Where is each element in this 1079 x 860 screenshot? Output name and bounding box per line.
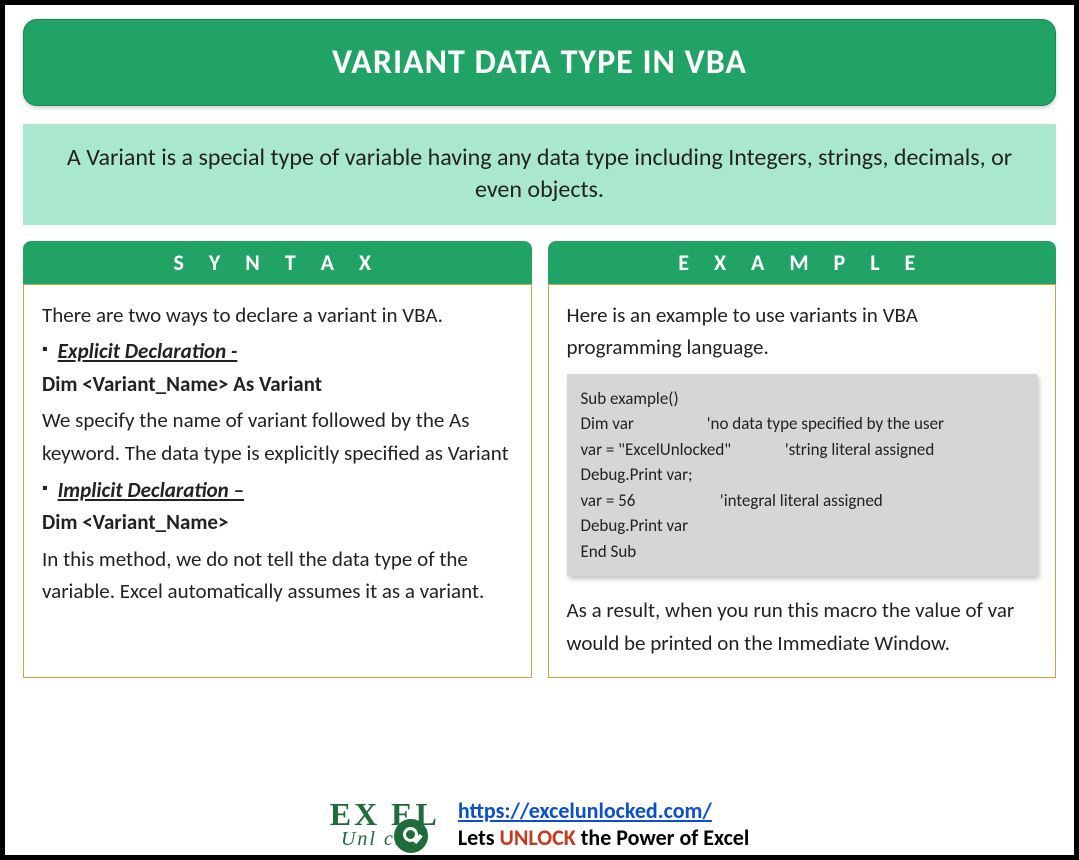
explicit-label: Explicit Declaration - — [58, 335, 238, 368]
example-result: As a result, when you run this macro the… — [567, 594, 1038, 659]
example-intro: Here is an example to use variants in VB… — [567, 299, 1038, 364]
logo: EX EL Unl cked — [330, 799, 440, 848]
infographic-frame: VARIANT DATA TYPE IN VBA A Variant is a … — [0, 0, 1079, 860]
example-header: E X A M P L E — [548, 241, 1057, 284]
example-body: Here is an example to use variants in VB… — [548, 284, 1057, 679]
footer-link[interactable]: https://excelunlocked.com/ — [458, 797, 712, 824]
title-bar: VARIANT DATA TYPE IN VBA — [23, 19, 1056, 106]
tagline-post: the Power of Excel — [576, 824, 749, 851]
implicit-text: In this method, we do not tell the data … — [42, 543, 513, 608]
syntax-intro: There are two ways to declare a variant … — [42, 299, 513, 332]
example-panel: E X A M P L E Here is an example to use … — [548, 241, 1057, 679]
explicit-text: We specify the name of variant followed … — [42, 404, 513, 469]
example-code: Sub example() Dim var 'no data type spec… — [567, 374, 1038, 577]
syntax-panel: S Y N T A X There are two ways to declar… — [23, 241, 532, 679]
bullet-icon: ▪ — [42, 474, 48, 504]
lock-icon — [394, 819, 428, 853]
description-bar: A Variant is a special type of variable … — [23, 124, 1056, 225]
tagline-pre: Lets — [458, 824, 500, 851]
implicit-bullet: ▪ Implicit Declaration – — [42, 474, 513, 507]
explicit-code: Dim <Variant_Name> As Variant — [42, 368, 513, 401]
explicit-bullet: ▪ Explicit Declaration - — [42, 335, 513, 368]
bullet-icon: ▪ — [42, 335, 48, 365]
description-text: A Variant is a special type of variable … — [67, 143, 1012, 204]
syntax-body: There are two ways to declare a variant … — [23, 284, 532, 679]
tagline-unlock: UNLOCK — [499, 824, 575, 851]
page-title: VARIANT DATA TYPE IN VBA — [34, 42, 1045, 83]
footer-text: https://excelunlocked.com/ Lets UNLOCK t… — [458, 797, 749, 851]
implicit-code: Dim <Variant_Name> — [42, 506, 513, 539]
tagline: Lets UNLOCK the Power of Excel — [458, 824, 749, 851]
footer: EX EL Unl cked https://excelunlocked.com… — [5, 797, 1074, 851]
panels-row: S Y N T A X There are two ways to declar… — [23, 241, 1056, 679]
implicit-label: Implicit Declaration – — [58, 474, 244, 507]
syntax-header: S Y N T A X — [23, 241, 532, 284]
